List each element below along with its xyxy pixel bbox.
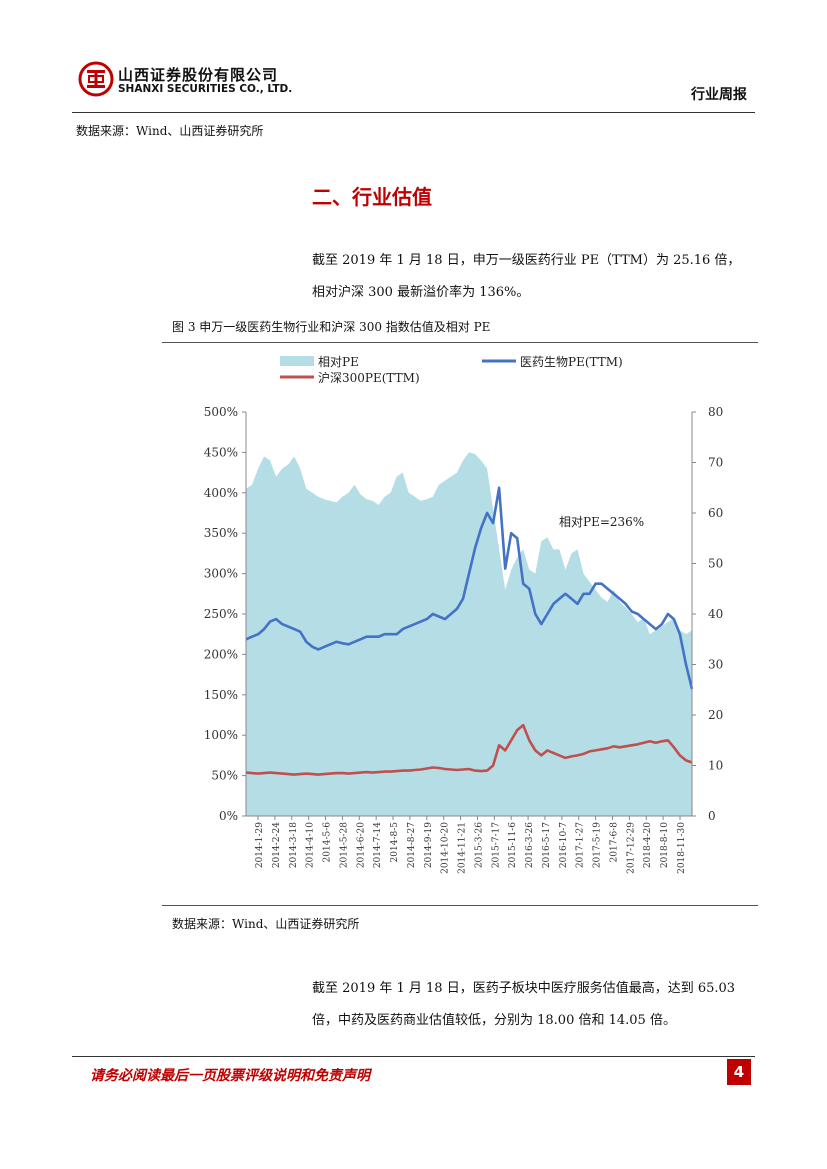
right-axis-tick-label: 10 xyxy=(708,759,723,773)
x-axis-tick-label: 2017-1-27 xyxy=(576,822,586,868)
chart-annotation: 相对PE=236% xyxy=(559,515,644,529)
valuation-chart: 相对PE 医药生物PE(TTM) 沪深300PE(TTM) 0% 50% 100% 1… xyxy=(204,355,724,874)
legend-label-pharma-pe: 医药生物PE(TTM) xyxy=(520,355,623,369)
report-type: 行业周报 xyxy=(691,87,747,103)
left-axis-tick-label: 50% xyxy=(211,769,238,783)
company-logo xyxy=(78,61,114,97)
legend-label-relative-pe: 相对PE xyxy=(318,355,359,369)
x-axis-tick-label: 2014-5-6 xyxy=(323,822,333,863)
x-axis-tick-label: 2016-10-7 xyxy=(559,822,569,868)
left-axis-tick-label: 350% xyxy=(204,526,238,540)
x-axis-tick-label: 2014-11-21 xyxy=(458,822,468,874)
line-hs300-pe xyxy=(245,723,693,776)
x-axis-tick-label: 2018-8-10 xyxy=(660,822,670,868)
left-axis-tick-label: 100% xyxy=(204,728,238,742)
x-axis-tick-label: 2016-5-17 xyxy=(542,822,552,868)
x-axis-tick-label: 2014-9-19 xyxy=(424,822,434,868)
right-axis-tick-label: 70 xyxy=(708,456,723,470)
legend: 相对PE 医药生物PE(TTM) 沪深300PE(TTM) xyxy=(280,355,623,385)
x-axis-tick-label: 2014-5-28 xyxy=(339,822,349,868)
right-axis-tick-label: 0 xyxy=(708,809,716,823)
company-name-cn: 山西证券股份有限公司 xyxy=(118,66,279,84)
x-axis-tick-label: 2015-7-17 xyxy=(491,822,501,868)
legend-swatch-relative-pe xyxy=(280,356,314,366)
footer-disclaimer: 请务必阅读最后一页股票评级说明和免责声明 xyxy=(90,1068,370,1084)
paragraph-1: 截至 2019 年 1 月 18 日，申万一级医药行业 PE（TTM）为 25.… xyxy=(312,245,740,309)
right-axis-tick-label: 80 xyxy=(708,405,723,419)
left-axis-tick-label: 300% xyxy=(204,567,238,581)
left-axis-tick-label: 500% xyxy=(204,405,238,419)
header-divider xyxy=(72,112,755,113)
left-axis-tick-label: 0% xyxy=(219,809,238,823)
page-number: 4 xyxy=(727,1059,751,1085)
left-axis-tick-label: 150% xyxy=(204,688,238,702)
footer-divider xyxy=(72,1056,755,1057)
x-axis-tick-label: 2014-10-20 xyxy=(441,822,451,874)
x-axis-tick-label: 2015-3-26 xyxy=(474,822,484,868)
left-axis-tick-label: 200% xyxy=(204,647,238,661)
paragraph-1-line-2: 相对沪深 300 最新溢价率为 136%。 xyxy=(312,285,530,300)
x-axis-tick-label: 2014-3-18 xyxy=(289,822,299,868)
figure-data-source: 数据来源：Wind、山西证券研究所 xyxy=(172,917,360,931)
x-axis-tick-label: 2014-8-27 xyxy=(407,822,417,868)
top-data-source: 数据来源：Wind、山西证券研究所 xyxy=(76,124,264,138)
x-axis-tick-label: 2015-11-6 xyxy=(508,822,518,868)
right-axis-tick-label: 30 xyxy=(708,658,723,672)
x-axis-tick-label: 2018-4-20 xyxy=(643,822,653,868)
right-axis-tick-label: 40 xyxy=(708,607,723,621)
x-axis-tick-label: 2014-4-10 xyxy=(306,822,316,868)
x-axis-tick-label: 2017-6-8 xyxy=(609,822,619,863)
paragraph-1-line-1: 截至 2019 年 1 月 18 日，申万一级医药行业 PE（TTM）为 25.… xyxy=(312,253,741,268)
paragraph-2: 截至 2019 年 1 月 18 日，医药子板块中医疗服务估值最高，达到 65.… xyxy=(312,973,735,1037)
left-axis-tick-label: 450% xyxy=(204,445,238,459)
paragraph-2-line-2: 倍，中药及医药商业估值较低，分别为 18.00 倍和 14.05 倍。 xyxy=(312,1013,676,1028)
x-axis-tick-label: 2018-11-30 xyxy=(677,822,687,874)
paragraph-2-line-1: 截至 2019 年 1 月 18 日，医药子板块中医疗服务估值最高，达到 65.… xyxy=(312,981,736,996)
company-name-en: SHANXI SECURITIES CO., LTD. xyxy=(118,83,293,95)
figure-top-rule xyxy=(162,342,758,343)
x-axis-tick-label: 2014-7-14 xyxy=(373,822,383,868)
section-title: 二、行业估值 xyxy=(312,185,432,209)
legend-label-hs300-pe: 沪深300PE(TTM) xyxy=(318,371,420,385)
left-axis-tick-label: 250% xyxy=(204,607,238,621)
logo-mark-icon xyxy=(78,61,114,97)
area-relative-pe xyxy=(246,452,692,816)
x-axis-tick-label: 2014-2-24 xyxy=(272,822,282,868)
right-axis-tick-label: 50 xyxy=(708,557,723,571)
x-axis-tick-label: 2017-5-19 xyxy=(593,822,603,868)
right-axis-tick-label: 60 xyxy=(708,506,723,520)
left-axis-tick-label: 400% xyxy=(204,486,238,500)
right-axis-tick-label: 20 xyxy=(708,708,723,722)
figure-title: 图 3 申万一级医药生物行业和沪深 300 指数估值及相对 PE xyxy=(172,320,491,334)
x-axis-tick-label: 2014-1-29 xyxy=(255,822,265,868)
x-axis-tick-label: 2017-12-29 xyxy=(626,822,636,874)
figure-bottom-rule xyxy=(162,905,758,906)
x-axis-tick-label: 2014-8-5 xyxy=(390,822,400,863)
x-axis-tick-label: 2014-6-20 xyxy=(356,822,366,868)
line-pharma-pe xyxy=(245,486,694,690)
x-axis-tick-label: 2016-3-26 xyxy=(525,822,535,868)
